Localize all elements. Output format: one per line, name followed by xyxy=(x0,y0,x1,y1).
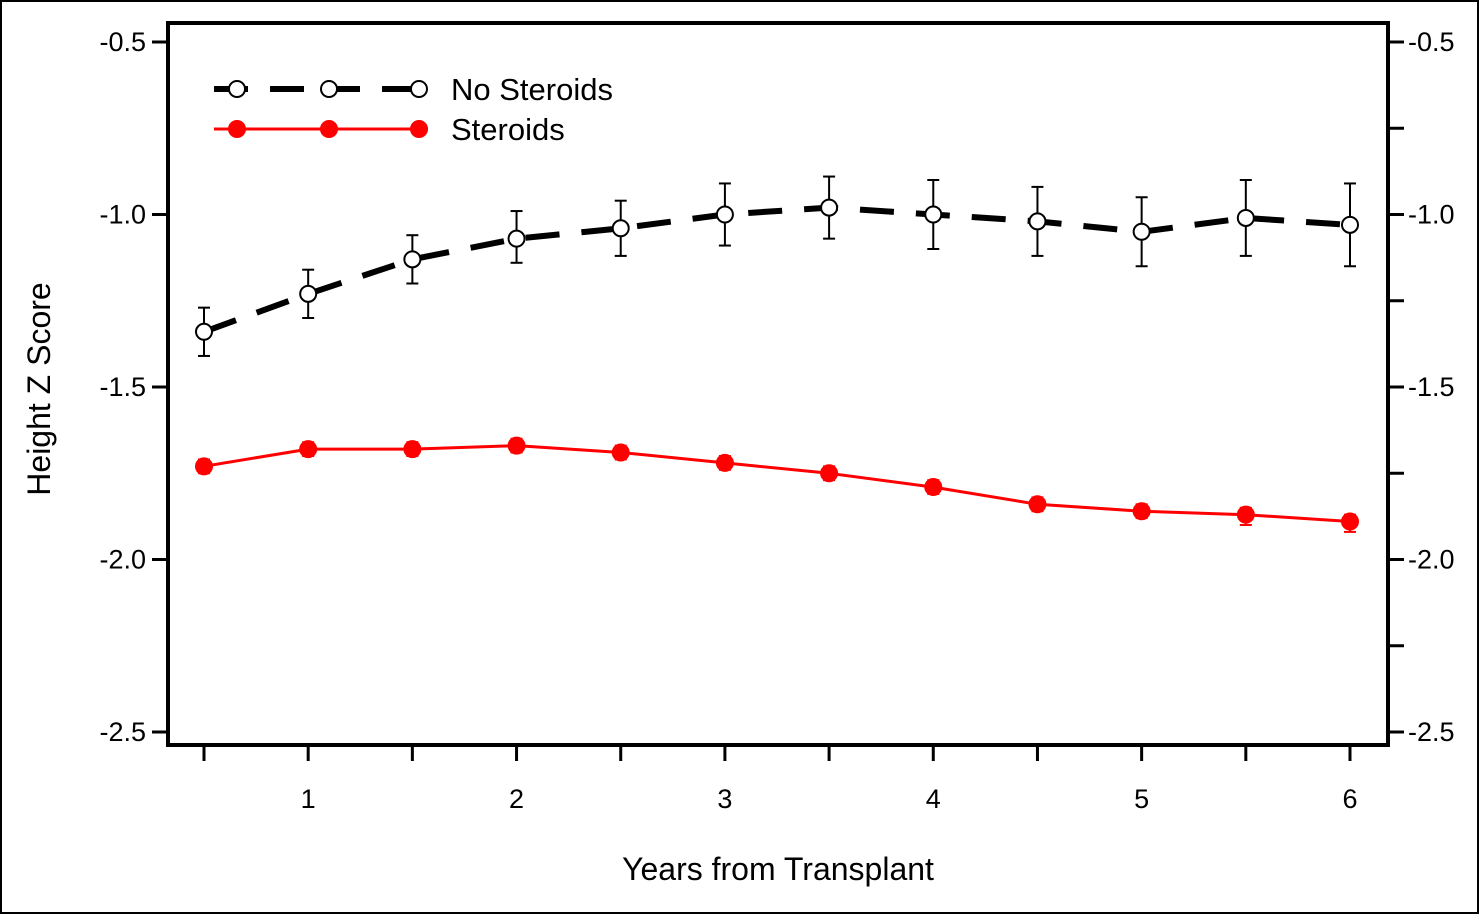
legend-swatch-marker-2 xyxy=(410,120,428,138)
y-right-tick-label-4: -1.5 xyxy=(1408,372,1455,402)
x-tick-label-3: 4 xyxy=(926,784,941,814)
y-left-tick-label-4: -2.5 xyxy=(99,717,146,747)
data-point-0-0 xyxy=(195,322,213,341)
legend-entry-0: No Steroids xyxy=(214,72,613,107)
series-layer xyxy=(195,175,1359,533)
data-point-1-5 xyxy=(715,453,734,472)
legend: No Steroids Steroids xyxy=(214,72,613,147)
legend-label-0: No Steroids xyxy=(451,72,613,107)
x-axis-label: Years from Transplant xyxy=(622,851,934,887)
data-point-1-3 xyxy=(507,436,526,455)
series-steroids xyxy=(195,436,1359,533)
y-left-tick-label-2: -1.5 xyxy=(99,372,146,402)
legend-swatch-marker-2 xyxy=(410,80,428,98)
series-no-steroids xyxy=(195,175,1359,357)
x-tick-label-4: 5 xyxy=(1134,784,1149,814)
data-point-1-7 xyxy=(924,478,943,497)
x-tick-label-0: 1 xyxy=(301,784,316,814)
data-point-0-5 xyxy=(715,205,734,224)
data-point-1-6 xyxy=(820,464,839,483)
series-line-1 xyxy=(203,444,1351,523)
data-point-0-4 xyxy=(611,219,630,238)
data-point-1-10 xyxy=(1236,505,1255,524)
data-point-0-1 xyxy=(299,284,318,303)
data-point-1-4 xyxy=(611,443,630,462)
axes-layer: 1 2 3 4 5 6 -0.5 -1.0 -1.5 -2.0 -2.5 -0.5 -1.0 -1.5 -2… xyxy=(99,27,1454,814)
x-tick-label-1: 2 xyxy=(509,784,524,814)
y-right-tick-label-0: -0.5 xyxy=(1408,27,1455,57)
legend-swatch-marker-1 xyxy=(320,120,338,138)
legend-swatch-marker-1 xyxy=(320,80,338,98)
data-point-0-3 xyxy=(507,229,526,248)
y-right-tick-label-2: -1.0 xyxy=(1408,200,1455,230)
data-point-1-9 xyxy=(1132,502,1151,521)
data-point-0-9 xyxy=(1132,222,1151,241)
y-right-tick-label-8: -2.5 xyxy=(1408,717,1455,747)
data-point-0-8 xyxy=(1028,212,1047,231)
y-left-tick-label-3: -2.0 xyxy=(99,545,146,575)
y-axis-label: Height Z Score xyxy=(21,282,57,495)
legend-entry-1: Steroids xyxy=(214,112,565,147)
y-right-tick-label-6: -2.0 xyxy=(1408,545,1455,575)
data-point-1-11 xyxy=(1341,512,1359,531)
data-point-0-2 xyxy=(403,250,422,269)
series-line-0 xyxy=(202,204,1351,335)
data-point-0-11 xyxy=(1341,215,1359,234)
x-tick-label-2: 3 xyxy=(717,784,732,814)
data-point-1-8 xyxy=(1028,495,1047,514)
data-point-1-2 xyxy=(403,440,422,459)
legend-label-1: Steroids xyxy=(451,112,565,147)
legend-swatch-marker-0 xyxy=(228,120,246,138)
legend-swatch-marker-0 xyxy=(228,80,246,98)
data-point-0-7 xyxy=(924,205,943,224)
y-left-tick-label-0: -0.5 xyxy=(99,27,146,57)
data-point-1-1 xyxy=(299,440,318,459)
data-point-1-0 xyxy=(195,457,213,476)
plot-frame xyxy=(166,21,1390,747)
y-left-tick-label-1: -1.0 xyxy=(99,200,146,230)
data-point-0-6 xyxy=(820,198,839,217)
data-point-0-10 xyxy=(1236,208,1255,227)
x-tick-label-5: 6 xyxy=(1342,784,1357,814)
